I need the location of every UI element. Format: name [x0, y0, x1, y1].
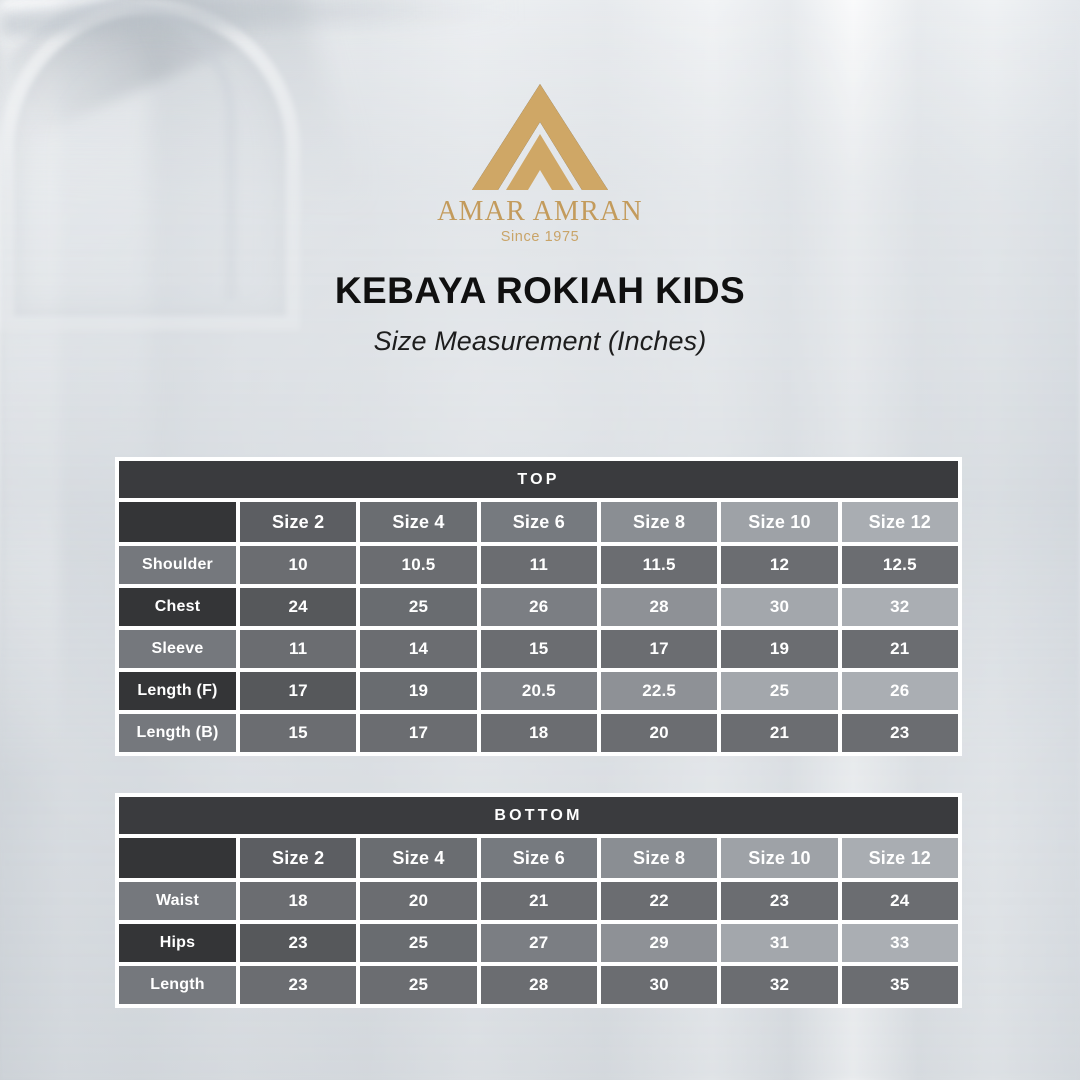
- measure-cell: 15: [240, 714, 357, 752]
- brand-logo: AMAR AMRAN Since 1975: [0, 82, 1080, 245]
- chevron-logo-icon: [472, 84, 608, 190]
- measure-cell: 21: [721, 714, 838, 752]
- measure-cell: 21: [480, 882, 597, 920]
- measure-cell: 35: [841, 966, 958, 1004]
- measure-cell: 17: [360, 714, 477, 752]
- measure-cell: 17: [600, 630, 718, 668]
- measure-cell: 11: [480, 546, 597, 584]
- measure-cell: 18: [480, 714, 597, 752]
- measure-cell: 12: [721, 546, 838, 584]
- measure-cell: 18: [240, 882, 357, 920]
- table-header-row: Size 2 Size 4 Size 6 Size 8 Size 10 Size 12: [119, 838, 958, 878]
- row-label-shoulder: Shoulder: [119, 546, 236, 584]
- table-row: Waist 18 20 21 22 23 24: [119, 882, 958, 920]
- brand-since: Since 1975: [500, 229, 580, 245]
- table-band-top: TOP: [119, 461, 958, 498]
- measure-cell: 17: [240, 672, 357, 710]
- measure-cell: 25: [360, 966, 477, 1004]
- table-row: Length (F) 17 19 20.5 22.5 25 26: [119, 672, 958, 710]
- measure-cell: 25: [360, 588, 477, 626]
- measure-cell: 20.5: [480, 672, 597, 710]
- column-header-size-2: Size 2: [240, 502, 357, 542]
- measure-cell: 22: [600, 882, 718, 920]
- measure-cell: 25: [721, 672, 838, 710]
- column-header-size-4: Size 4: [360, 838, 477, 878]
- measure-cell: 10.5: [360, 546, 477, 584]
- measure-cell: 28: [600, 588, 718, 626]
- column-header-size-8: Size 8: [600, 502, 718, 542]
- table-corner-cell: [119, 838, 236, 878]
- measure-cell: 29: [600, 924, 718, 962]
- measure-cell: 23: [240, 966, 357, 1004]
- column-header-size-6: Size 6: [480, 502, 597, 542]
- measure-cell: 14: [360, 630, 477, 668]
- size-table-bottom: BOTTOM Size 2 Size 4 Size 6 Size 8 Size 10 Siz…: [115, 793, 962, 1008]
- measure-cell: 27: [480, 924, 597, 962]
- measure-cell: 20: [600, 714, 718, 752]
- measure-cell: 12.5: [841, 546, 958, 584]
- measure-cell: 23: [721, 882, 838, 920]
- table-row: Chest 24 25 26 28 30 32: [119, 588, 958, 626]
- measure-cell: 30: [600, 966, 718, 1004]
- page-subtitle: Size Measurement (Inches): [373, 326, 707, 356]
- row-label-length-f: Length (F): [119, 672, 236, 710]
- column-header-size-4: Size 4: [360, 502, 477, 542]
- table-header-row: Size 2 Size 4 Size 6 Size 8 Size 10 Size 12: [119, 502, 958, 542]
- table-row: Hips 23 25 27 29 31 33: [119, 924, 958, 962]
- column-header-size-10: Size 10: [721, 502, 838, 542]
- column-header-size-8: Size 8: [600, 838, 718, 878]
- measure-cell: 19: [360, 672, 477, 710]
- measure-cell: 33: [841, 924, 958, 962]
- measure-cell: 20: [360, 882, 477, 920]
- measure-cell: 22.5: [600, 672, 718, 710]
- row-label-length: Length: [119, 966, 236, 1004]
- measure-cell: 31: [721, 924, 838, 962]
- row-label-sleeve: Sleeve: [119, 630, 236, 668]
- table-corner-cell: [119, 502, 236, 542]
- column-header-size-10: Size 10: [721, 838, 838, 878]
- page-title: KEBAYA ROKIAH KIDS: [334, 270, 746, 311]
- table-row: Sleeve 11 14 15 17 19 21: [119, 630, 958, 668]
- measure-cell: 23: [240, 924, 357, 962]
- brand-wordmark: AMAR AMRAN: [437, 196, 643, 227]
- measure-cell: 19: [721, 630, 838, 668]
- measure-cell: 30: [721, 588, 838, 626]
- measure-cell: 11: [240, 630, 357, 668]
- row-label-length-b: Length (B): [119, 714, 236, 752]
- size-table-top: TOP Size 2 Size 4 Size 6 Size 8 Size 10 Size 1…: [115, 457, 962, 756]
- row-label-hips: Hips: [119, 924, 236, 962]
- measure-cell: 11.5: [600, 546, 718, 584]
- measure-cell: 15: [480, 630, 597, 668]
- row-label-waist: Waist: [119, 882, 236, 920]
- measure-cell: 23: [841, 714, 958, 752]
- measure-cell: 32: [721, 966, 838, 1004]
- column-header-size-2: Size 2: [240, 838, 357, 878]
- table-row: Shoulder 10 10.5 11 11.5 12 12.5: [119, 546, 958, 584]
- measure-cell: 26: [841, 672, 958, 710]
- table-row: Length (B) 15 17 18 20 21 23: [119, 714, 958, 752]
- column-header-size-12: Size 12: [841, 502, 958, 542]
- table-row: Length 23 25 28 30 32 35: [119, 966, 958, 1004]
- measure-cell: 32: [841, 588, 958, 626]
- measure-cell: 24: [240, 588, 357, 626]
- measure-cell: 26: [480, 588, 597, 626]
- measure-cell: 21: [841, 630, 958, 668]
- table-band-bottom: BOTTOM: [119, 797, 958, 834]
- measure-cell: 25: [360, 924, 477, 962]
- measure-cell: 28: [480, 966, 597, 1004]
- measure-cell: 10: [240, 546, 357, 584]
- measure-cell: 24: [841, 882, 958, 920]
- column-header-size-12: Size 12: [841, 838, 958, 878]
- row-label-chest: Chest: [119, 588, 236, 626]
- column-header-size-6: Size 6: [480, 838, 597, 878]
